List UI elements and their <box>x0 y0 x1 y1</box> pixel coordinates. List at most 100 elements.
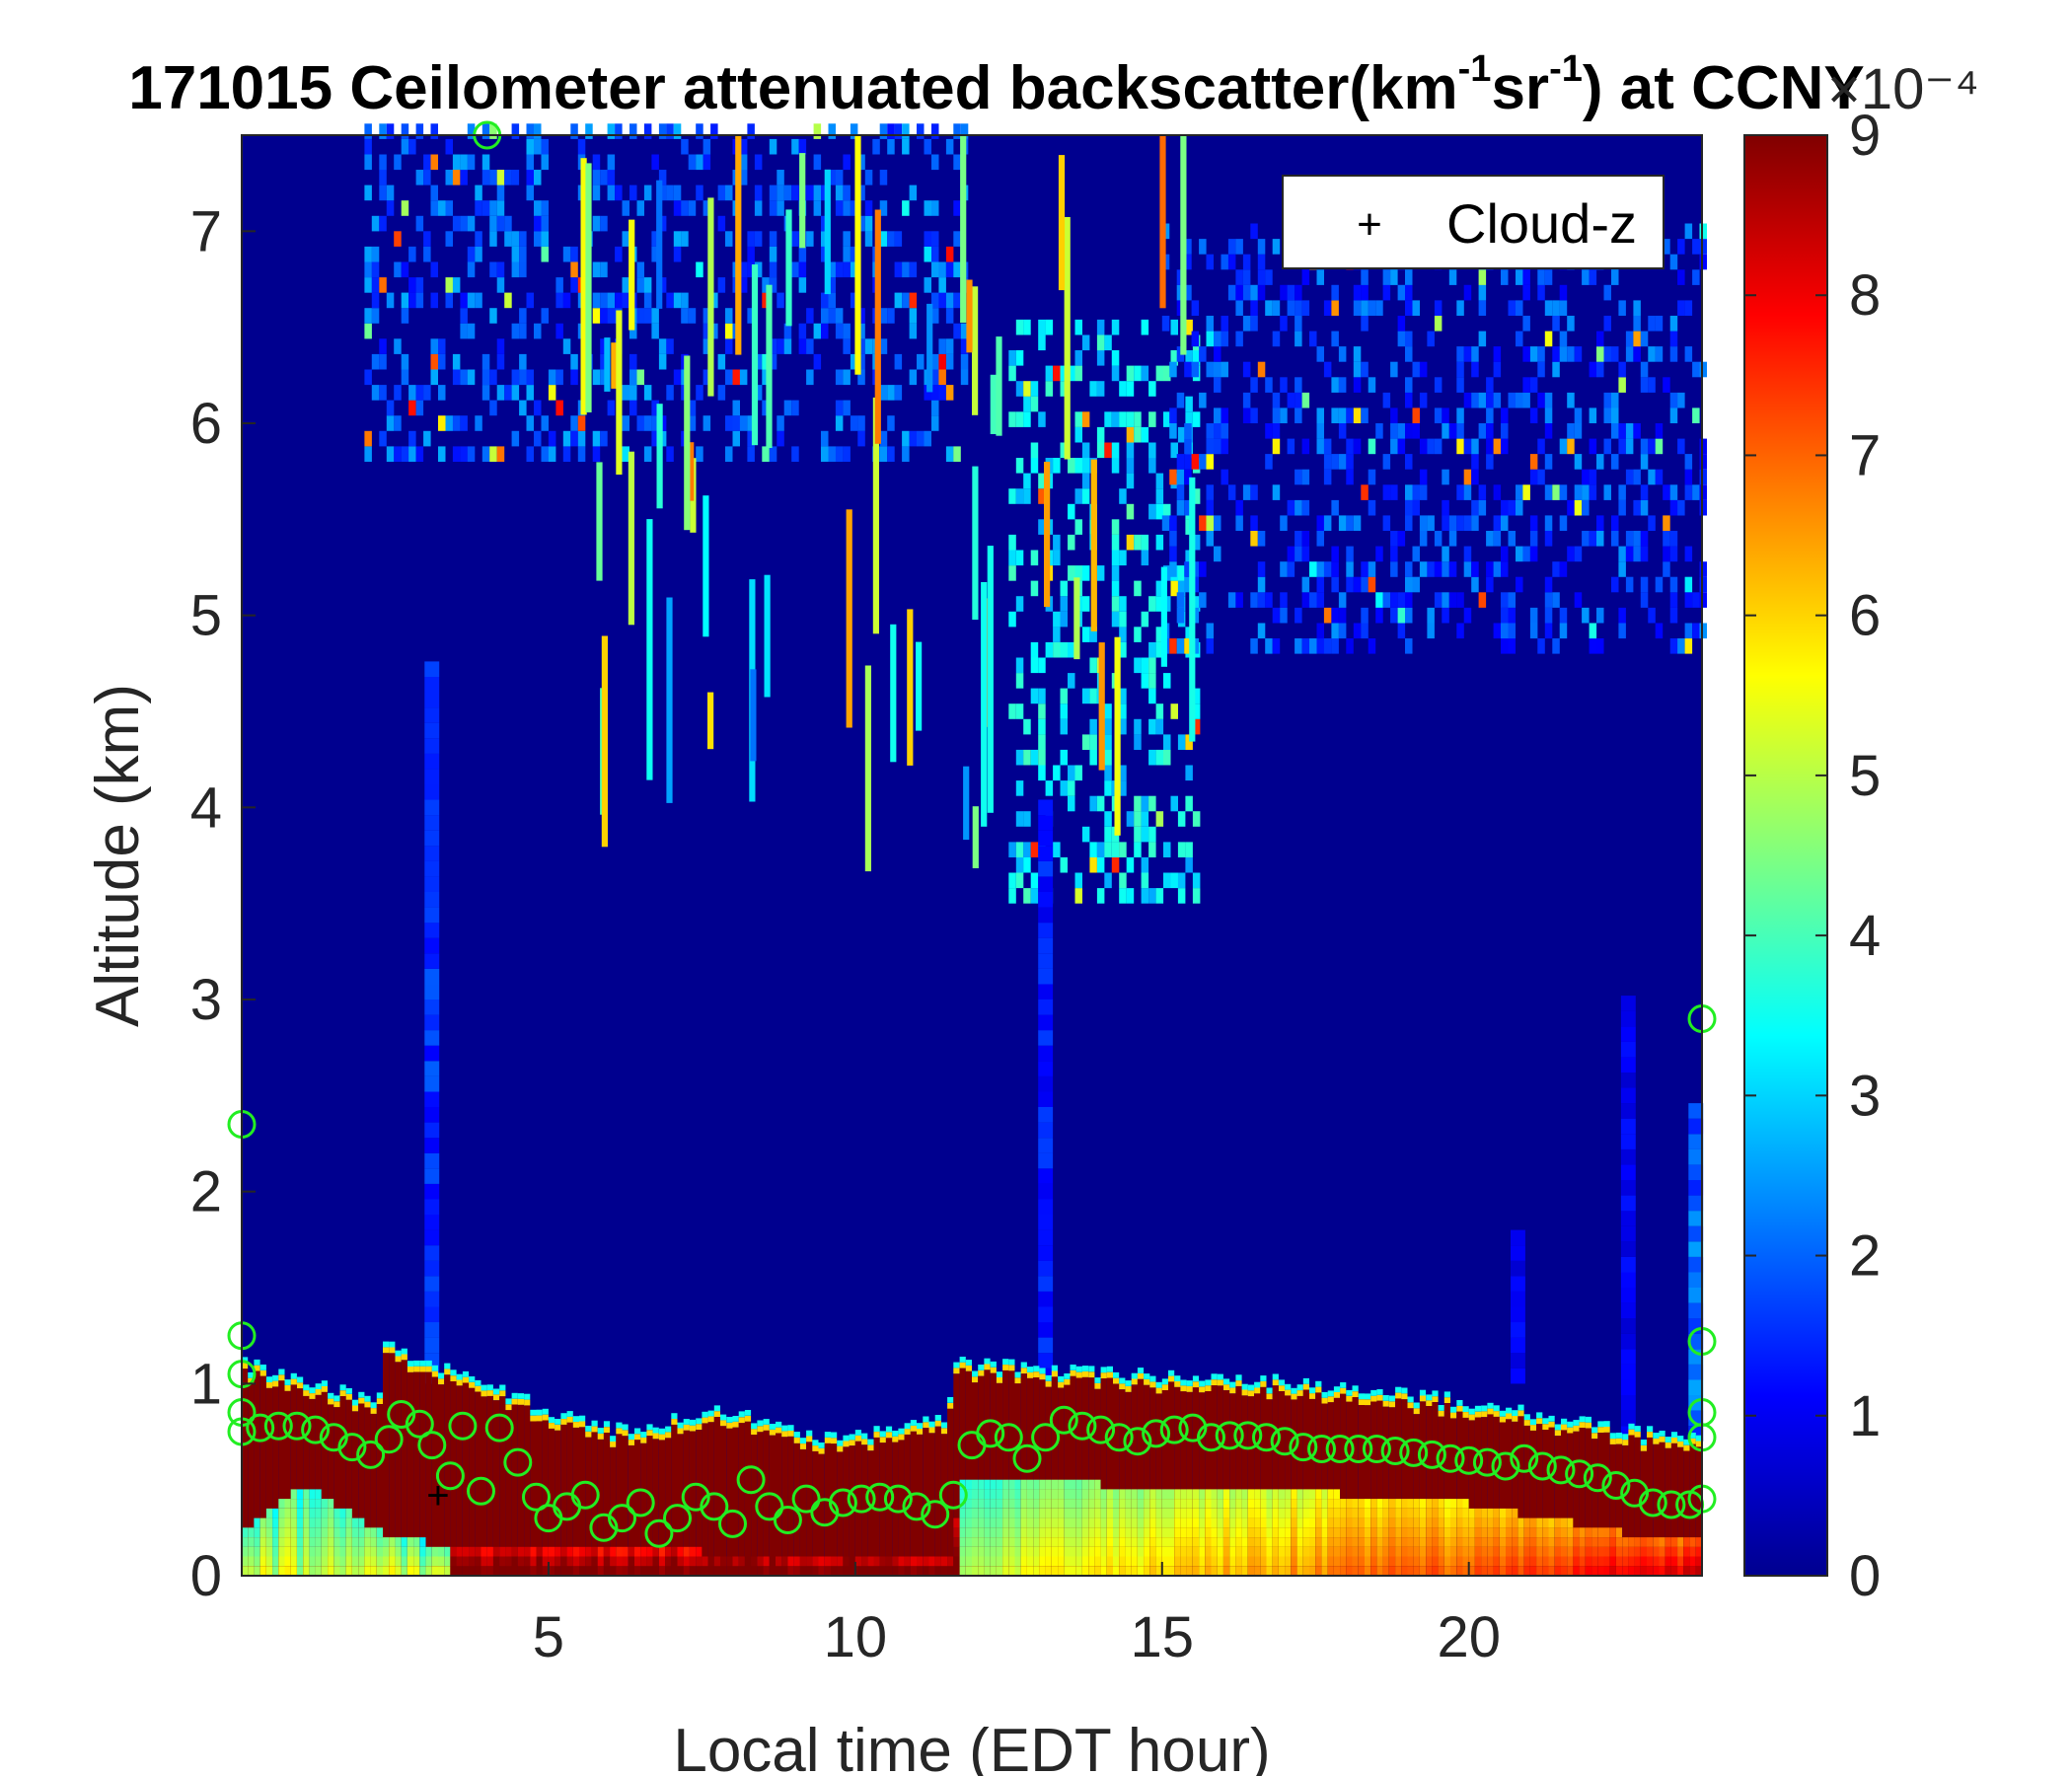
heatmap-cell <box>1199 1380 1206 1387</box>
heatmap-cell <box>673 292 682 309</box>
heatmap-cell <box>972 1517 979 1528</box>
heatmap-cell <box>1561 1527 1568 1537</box>
heatmap-cell <box>1542 1556 1549 1567</box>
heatmap-cell <box>1008 365 1016 382</box>
heatmap-cell <box>259 1365 266 1370</box>
heatmap-cell <box>542 1414 549 1421</box>
heatmap-cell <box>1119 1389 1126 1576</box>
heatmap-cell <box>1365 1527 1371 1537</box>
heatmap-cell <box>339 1390 346 1396</box>
heatmap-cell <box>1370 1517 1377 1528</box>
heatmap-cell <box>1542 1537 1549 1547</box>
heatmap-cell <box>1517 1517 1524 1528</box>
heatmap-cell <box>467 246 476 262</box>
heatmap-cell <box>1327 1517 1334 1528</box>
heatmap-cell <box>1412 546 1420 562</box>
heatmap-cell <box>419 1537 426 1547</box>
heatmap-cell <box>762 353 770 370</box>
heatmap-cell <box>542 1566 549 1576</box>
heatmap-cell <box>548 446 556 462</box>
heatmap-cell <box>424 953 440 969</box>
heatmap-cell <box>1331 561 1339 577</box>
heatmap-cell <box>1254 1527 1261 1537</box>
heatmap-cell <box>1388 1527 1396 1537</box>
heatmap-cell <box>371 308 380 324</box>
heatmap-cell <box>315 1489 322 1500</box>
heatmap-cell <box>1395 1556 1402 1567</box>
heatmap-cell <box>1438 1566 1444 1576</box>
heatmap-cell <box>1008 1499 1015 1509</box>
heatmap-cell <box>666 185 674 201</box>
heatmap-cell <box>1155 811 1164 827</box>
heatmap-cell <box>1206 316 1214 332</box>
heatmap-cell <box>1508 638 1516 654</box>
heatmap-cell <box>1669 331 1678 347</box>
heatmap-cell <box>1346 438 1354 455</box>
heatmap-cell <box>424 753 440 770</box>
heatmap-cell <box>1192 534 1201 551</box>
heatmap-cell <box>1100 1566 1107 1576</box>
heatmap-cell <box>1376 1508 1383 1518</box>
heatmap-cell <box>725 415 733 431</box>
heatmap-cell <box>1223 1546 1230 1557</box>
heatmap-cell <box>1648 438 1656 455</box>
heatmap-cell <box>1537 638 1545 654</box>
heatmap-cell <box>1176 454 1185 470</box>
heatmap-cell <box>616 1556 623 1567</box>
heatmap-cell <box>259 1556 266 1567</box>
heatmap-cell <box>566 1556 573 1567</box>
heatmap-cell <box>1522 392 1530 408</box>
heatmap-cell <box>696 1430 703 1576</box>
heatmap-cell <box>972 1546 979 1557</box>
heatmap-cell <box>408 430 416 447</box>
pbl-marker <box>1159 1415 1189 1444</box>
heatmap-cell <box>1301 638 1310 654</box>
heatmap-cell <box>1068 565 1075 581</box>
heatmap-cell <box>309 1556 316 1567</box>
heatmap-cell <box>1184 469 1192 485</box>
heatmap-cell <box>1353 284 1362 301</box>
heatmap-cell <box>1397 438 1406 455</box>
heatmap-cell <box>1241 1517 1248 1528</box>
heatmap-cell <box>1597 1537 1604 1547</box>
heatmap-cell <box>1434 407 1443 423</box>
heatmap-cell <box>364 430 372 447</box>
heatmap-cell <box>1060 718 1068 735</box>
heatmap-cell <box>1456 1400 1463 1406</box>
heatmap-cell <box>542 1556 549 1567</box>
heatmap-cell <box>1174 1508 1181 1518</box>
heatmap-cell <box>1405 454 1413 470</box>
heatmap-cell <box>1442 499 1449 516</box>
heatmap-cell <box>1419 1401 1427 1576</box>
heatmap-cell <box>683 1424 690 1431</box>
heatmap-cell <box>1223 1527 1230 1537</box>
heatmap-cell <box>1468 1556 1475 1567</box>
heatmap-cell <box>562 246 571 262</box>
heatmap-cell <box>879 231 888 247</box>
heatmap-cell <box>376 1537 383 1547</box>
heatmap-cell <box>1134 365 1142 382</box>
heatmap-cell <box>1463 284 1472 301</box>
heatmap-cell <box>1493 346 1502 362</box>
heatmap-cell <box>1113 1537 1120 1547</box>
heatmap-cell <box>931 246 939 262</box>
heatmap-cell <box>615 246 623 262</box>
heatmap-cell <box>1045 1374 1052 1381</box>
heatmap-cell <box>1155 1527 1162 1537</box>
heatmap-cell <box>1039 1373 1046 1380</box>
heatmap-cell <box>1370 1395 1377 1402</box>
heatmap-cell <box>1450 1499 1457 1509</box>
heatmap-cell <box>328 1392 334 1399</box>
heatmap-cell <box>1180 1385 1187 1392</box>
heatmap-cell <box>1134 826 1142 843</box>
heatmap-cell <box>1640 1440 1647 1445</box>
heatmap-cell <box>272 1566 279 1576</box>
heatmap-cell <box>1051 1370 1058 1377</box>
heatmap-cell <box>1301 499 1310 516</box>
heatmap-cell <box>1340 1537 1347 1547</box>
heatmap-cell <box>1688 1134 1704 1149</box>
heatmap-cell <box>1669 484 1678 500</box>
heatmap-cell <box>1186 1508 1193 1518</box>
heatmap-cell <box>259 1546 266 1557</box>
heatmap-cell <box>1064 1537 1071 1547</box>
